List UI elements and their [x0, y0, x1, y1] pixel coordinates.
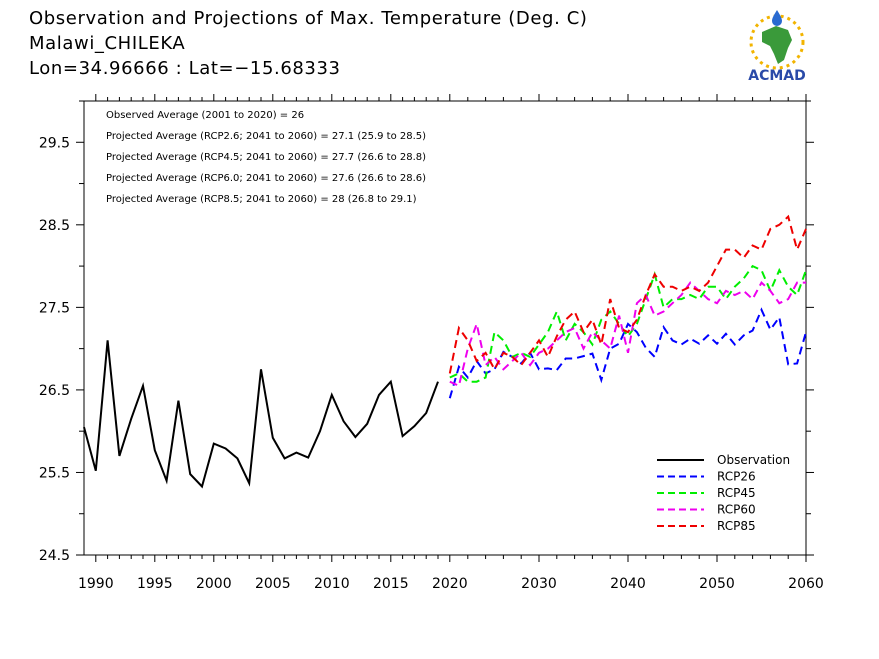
plot-frame [83, 100, 807, 556]
annotation-line: Projected Average (RCP8.5; 2041 to 2060)… [106, 194, 417, 205]
x-tick-label: 2005 [255, 576, 291, 592]
logo-text: ACMAD [748, 68, 806, 84]
annotation-block: Observed Average (2001 to 2020) = 26 Proj… [106, 110, 426, 205]
station-coordinates: Lon=34.96666 : Lat=−15.68333 [29, 58, 341, 79]
station-name: Malawi_CHILEKA [29, 33, 186, 54]
x-tick-label: 1995 [137, 576, 173, 592]
legend: Observation RCP26 RCP45 RCP60 RCP85 [657, 453, 790, 533]
annotation-line: Projected Average (RCP2.6; 2041 to 2060)… [106, 131, 426, 142]
annotation-line: Projected Average (RCP6.0; 2041 to 2060)… [106, 173, 426, 184]
annotation-line: Observed Average (2001 to 2020) = 26 [106, 110, 304, 121]
legend-label: RCP85 [717, 519, 756, 533]
x-tick-label: 2030 [521, 576, 557, 592]
x-tick-label: 2010 [314, 576, 350, 592]
x-tick-label: 2000 [196, 576, 232, 592]
acmad-logo: ACMAD [736, 8, 818, 84]
y-axis-tick-labels: 24.5 25.5 26.5 27.5 28.5 29.5 [39, 135, 70, 564]
y-tick-label: 24.5 [39, 548, 70, 564]
legend-label: Observation [717, 453, 790, 467]
x-tick-label: 2060 [788, 576, 824, 592]
chart-title: Observation and Projections of Max. Temp… [29, 8, 588, 29]
x-tick-label: 2040 [610, 576, 646, 592]
y-tick-label: 27.5 [39, 300, 70, 316]
y-tick-label: 26.5 [39, 383, 70, 399]
series-line-rcp45 [449, 264, 807, 383]
legend-label: RCP60 [717, 503, 756, 517]
series-line-rcp85 [448, 214, 807, 374]
africa-map-icon [762, 26, 792, 64]
y-tick-label: 29.5 [39, 135, 70, 151]
series-line-observation [83, 340, 439, 489]
series-line-rcp60 [449, 280, 806, 388]
legend-label: RCP26 [717, 470, 756, 484]
x-tick-label: 1990 [78, 576, 114, 592]
x-axis-tick-labels: 1990 1995 2000 2005 2010 2015 2020 2030 2040 2050… [78, 576, 824, 592]
legend-label: RCP45 [717, 486, 756, 500]
axis-ticks [76, 94, 814, 562]
annotation-line: Projected Average (RCP4.5; 2041 to 2060)… [106, 152, 426, 163]
x-tick-label: 2020 [432, 576, 468, 592]
y-tick-label: 25.5 [39, 465, 70, 481]
series-line-rcp26 [448, 307, 807, 399]
series-lines [83, 214, 807, 489]
y-tick-label: 28.5 [39, 218, 70, 234]
x-tick-label: 2015 [373, 576, 409, 592]
x-tick-label: 2050 [699, 576, 735, 592]
water-drop-icon [772, 10, 782, 26]
